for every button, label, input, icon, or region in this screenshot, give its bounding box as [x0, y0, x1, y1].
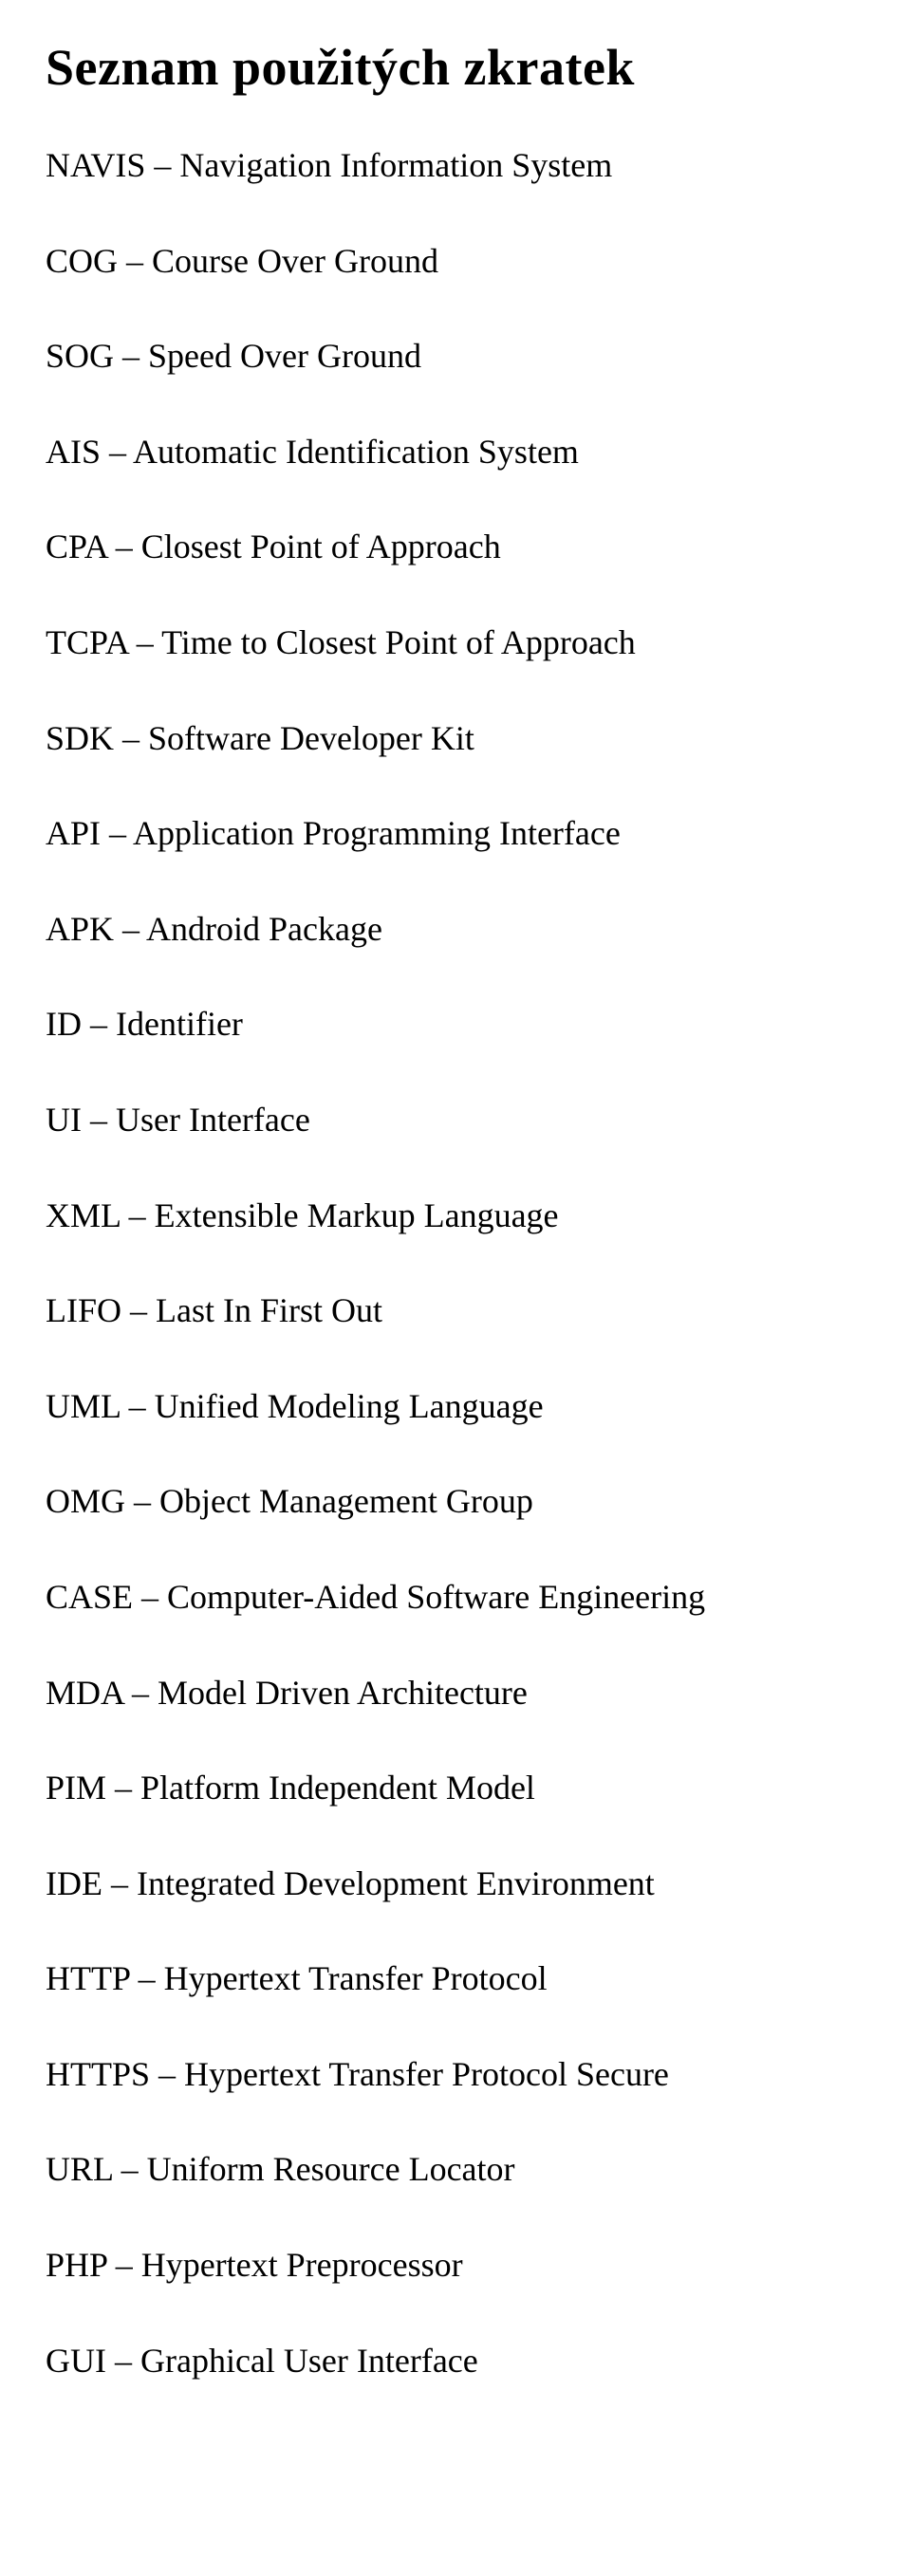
abbr-item: CASE – Computer-Aided Software Engineeri…	[46, 1574, 865, 1621]
abbr-item: GUI – Graphical User Interface	[46, 2338, 865, 2384]
abbr-item: URL – Uniform Resource Locator	[46, 2146, 865, 2193]
abbreviation-list: NAVIS – Navigation Information System CO…	[46, 142, 865, 2383]
abbr-item: OMG – Object Management Group	[46, 1478, 865, 1525]
abbr-item: AIS – Automatic Identification System	[46, 429, 865, 475]
abbr-item: SOG – Speed Over Ground	[46, 333, 865, 380]
abbr-item: HTTP – Hypertext Transfer Protocol	[46, 1955, 865, 2002]
abbr-item: HTTPS – Hypertext Transfer Protocol Secu…	[46, 2051, 865, 2098]
abbr-item: SDK – Software Developer Kit	[46, 715, 865, 762]
abbr-item: PHP – Hypertext Preprocessor	[46, 2242, 865, 2289]
page-title: Seznam použitých zkratek	[46, 38, 865, 97]
abbr-item: UI – User Interface	[46, 1097, 865, 1143]
abbr-item: API – Application Programming Interface	[46, 810, 865, 857]
abbr-item: NAVIS – Navigation Information System	[46, 142, 865, 189]
abbr-item: XML – Extensible Markup Language	[46, 1193, 865, 1239]
abbr-item: PIM – Platform Independent Model	[46, 1765, 865, 1811]
abbr-item: UML – Unified Modeling Language	[46, 1383, 865, 1430]
abbr-item: ID – Identifier	[46, 1001, 865, 1047]
abbr-item: APK – Android Package	[46, 906, 865, 953]
abbr-item: CPA – Closest Point of Approach	[46, 524, 865, 570]
abbr-item: LIFO – Last In First Out	[46, 1288, 865, 1334]
abbr-item: TCPA – Time to Closest Point of Approach	[46, 620, 865, 666]
abbr-item: IDE – Integrated Development Environment	[46, 1861, 865, 1907]
abbr-item: MDA – Model Driven Architecture	[46, 1670, 865, 1716]
abbr-item: COG – Course Over Ground	[46, 238, 865, 285]
